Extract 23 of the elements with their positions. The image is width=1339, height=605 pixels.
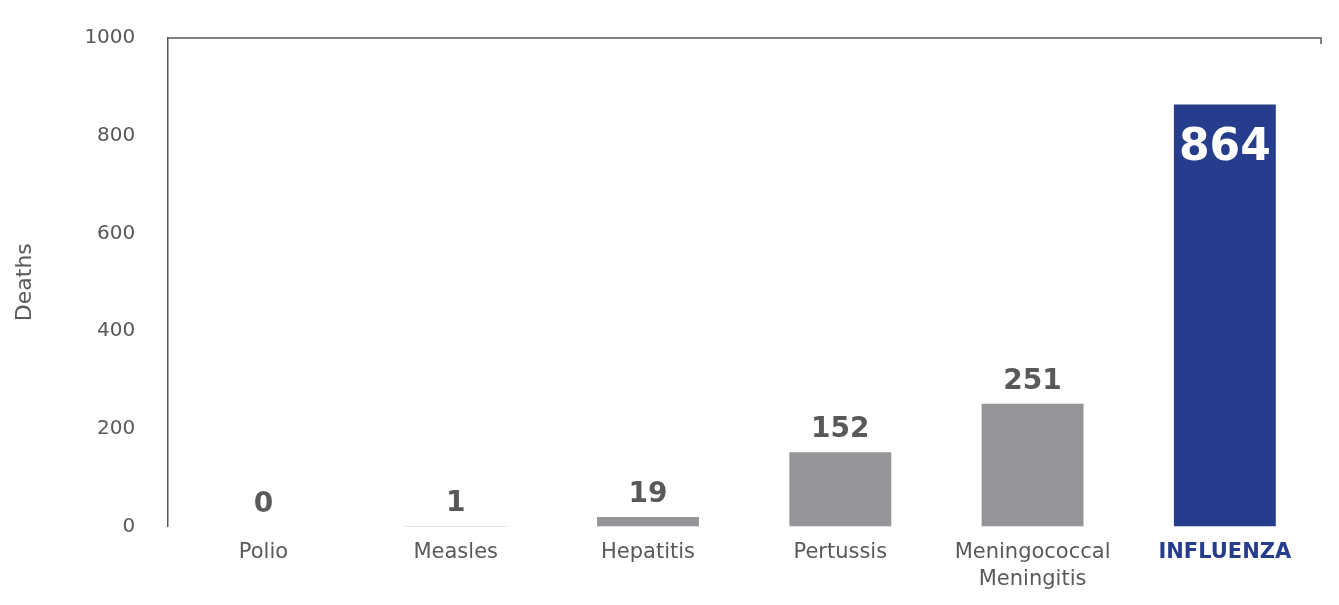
x-tick-label: Hepatitis — [601, 538, 696, 563]
x-tick-label: Measles — [413, 538, 498, 563]
y-tick-label: 800 — [97, 121, 136, 146]
x-tick-label: Meningococcal Meningitis — [954, 538, 1111, 590]
bar — [1173, 104, 1276, 527]
data-label: 19 — [628, 476, 668, 510]
x-tick-label: INFLUENZA — [1158, 538, 1293, 563]
bar — [981, 403, 1084, 527]
y-tick-label: 200 — [97, 414, 136, 439]
bar — [789, 452, 892, 527]
bar — [597, 517, 699, 527]
x-tick-label: Pertussis — [793, 538, 888, 563]
y-tick-label: 400 — [97, 317, 136, 342]
y-tick-label: 600 — [97, 219, 136, 244]
data-label: 152 — [811, 411, 870, 445]
y-tick-label: 0 — [122, 512, 136, 537]
x-tick-label: Polio — [238, 538, 289, 563]
data-label: 0 — [253, 485, 274, 519]
data-label: 251 — [1003, 363, 1062, 397]
data-label: 1 — [445, 485, 466, 519]
y-axis-title: Deaths — [10, 243, 36, 322]
data-label: 864 — [1178, 118, 1271, 170]
y-tick-label: 1000 — [84, 24, 136, 49]
